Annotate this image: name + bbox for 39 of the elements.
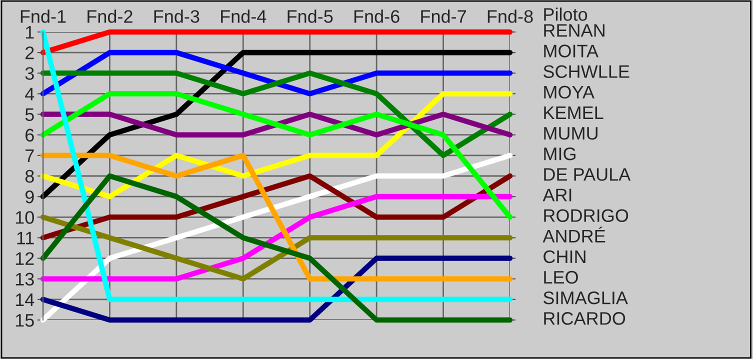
series-label: RICARDO <box>544 312 626 325</box>
y-tick-label: 8 <box>25 170 34 183</box>
y-tick-label: 11 <box>17 232 34 244</box>
series-label: RODRIGO <box>544 209 628 222</box>
x-tick-label: Fnd-5 <box>288 10 333 23</box>
x-tick-label: Fnd-1 <box>20 10 66 23</box>
x-tick-label: Fnd-7 <box>421 10 466 23</box>
legend-title: Piloto <box>544 8 588 21</box>
series-label: SCHWLLE <box>544 65 630 78</box>
x-tick-label: Fnd-2 <box>88 10 132 23</box>
y-tick-label: 10 <box>16 211 34 224</box>
x-tick-label: Fnd-4 <box>221 10 266 23</box>
series-label: DE PAULA <box>544 168 631 181</box>
series-label: MOITA <box>544 44 598 58</box>
x-tick-label: Fnd-8 <box>488 10 533 23</box>
series-label: SIMAGLIA <box>544 291 628 304</box>
y-tick-label: 15 <box>16 314 34 327</box>
y-tick-label: 7 <box>26 150 34 162</box>
series-label: KEMEL <box>544 106 604 119</box>
y-tick-label: 4 <box>25 88 34 100</box>
y-tick-label: 2 <box>26 46 34 60</box>
y-tick-label: 3 <box>25 67 34 80</box>
y-tick-label: 1 <box>26 26 34 39</box>
x-tick-label: Fnd-3 <box>154 10 200 23</box>
series-label: LEO <box>544 270 578 284</box>
y-tick-label: 12 <box>16 252 34 265</box>
series-label: MIG <box>544 147 576 160</box>
series-label: MUMU <box>544 127 598 140</box>
series-label: CHIN <box>544 250 586 264</box>
series-label: MOYA <box>544 86 594 99</box>
series-label: ARI <box>542 188 572 202</box>
y-tick-label: 5 <box>25 108 34 122</box>
y-tick-label: 13 <box>16 272 34 286</box>
series-label: RENAN <box>544 24 604 37</box>
series-label: ANDRÉ <box>542 226 606 242</box>
x-tick-label: Fnd-6 <box>354 10 400 23</box>
y-tick-label: 14 <box>16 294 34 306</box>
y-tick-label: 9 <box>25 190 34 204</box>
y-tick-label: 6 <box>26 128 34 142</box>
